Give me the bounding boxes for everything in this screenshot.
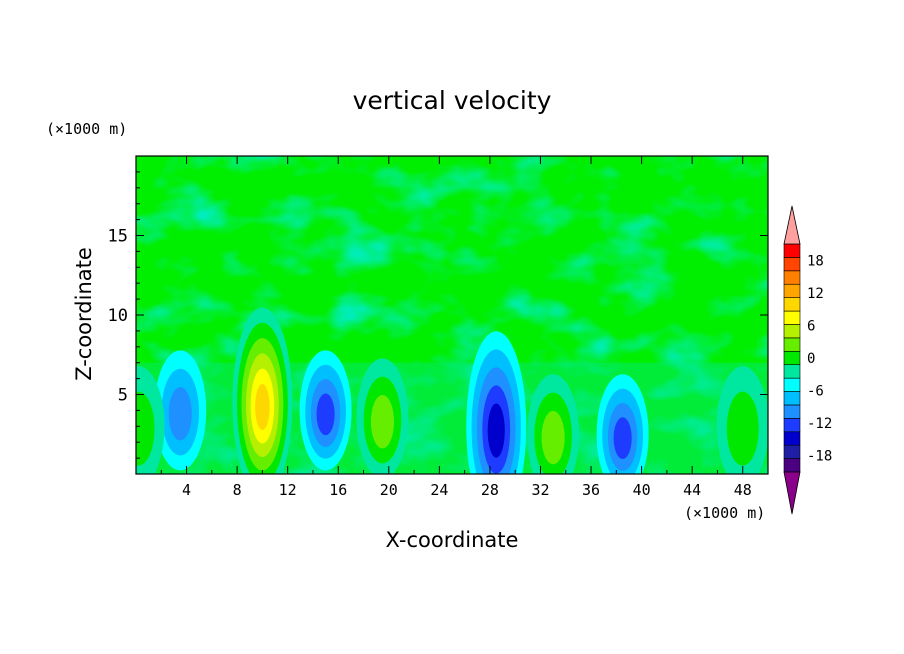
x-tick-label: 24: [430, 481, 448, 499]
x-tick-label: 8: [233, 481, 242, 499]
contour-feature: [136, 366, 165, 474]
colorbar-tick-label: -12: [807, 416, 832, 432]
colorbar-segment: [783, 431, 801, 446]
colorbar-segment: [783, 257, 801, 272]
colorbar-segment: [783, 377, 801, 392]
colorbar-tick-label: -18: [807, 449, 832, 465]
contour-level: [613, 417, 632, 460]
x-tick-label: 4: [182, 481, 191, 499]
contour-feature: [466, 331, 527, 474]
contour-level: [541, 410, 565, 465]
colorbar-arrow-bottom: [783, 471, 801, 515]
colorbar-segment: [783, 350, 801, 366]
x-tick-label: 36: [582, 481, 600, 499]
x-tick-label: 40: [633, 481, 651, 499]
x-axis-label: X-coordinate: [0, 528, 904, 552]
z-unit-label: (×1000 m): [46, 120, 128, 138]
x-tick-label: 28: [481, 481, 499, 499]
colorbar-tick-label: 12: [807, 286, 824, 302]
x-tick-label: 20: [380, 481, 398, 499]
x-tick-label: 12: [279, 481, 297, 499]
y-tick-label: 15: [108, 227, 128, 247]
colorbar-segment: [783, 310, 801, 325]
colorbar-segment: [783, 243, 801, 258]
contour-feature: [154, 350, 207, 471]
contour-feature: [596, 374, 649, 474]
y-tick-label: 5: [118, 386, 128, 406]
contour-feature: [356, 358, 409, 474]
colorbar-segment: [783, 418, 801, 433]
chart-title: vertical velocity: [352, 86, 552, 115]
contour-level: [168, 387, 192, 441]
colorbar-segment: [783, 324, 801, 339]
colorbar-tick-label: 6: [807, 318, 815, 334]
contour-feature: [716, 366, 768, 474]
y-tick-label: 10: [108, 306, 128, 326]
colorbar-segment: [783, 337, 801, 352]
colorbar-tick-label: 18: [807, 253, 824, 269]
colorbar-arrow-top: [783, 205, 801, 245]
colorbar-tick-label: -6: [807, 384, 824, 400]
colorbar-segment: [783, 404, 801, 419]
colorbar-segment: [783, 270, 801, 285]
field-lower-band: [136, 362, 768, 474]
contour-level: [316, 393, 335, 436]
contour-level: [255, 383, 270, 431]
colorbar-segment: [783, 297, 801, 312]
contour-level: [487, 403, 505, 458]
x-unit-label: (×1000 m): [684, 504, 766, 522]
colorbar-segment: [783, 364, 801, 379]
colorbar-segment: [783, 391, 801, 406]
colorbar-tick-label: 0: [807, 351, 815, 367]
x-axis-label-text: X-coordinate: [385, 528, 519, 552]
contour-feature: [299, 350, 352, 471]
colorbar-segment: [783, 283, 801, 298]
contour-feature: [232, 307, 293, 474]
x-tick-label: 48: [734, 481, 752, 499]
colorbar-segment: [783, 444, 801, 459]
x-tick-label: 44: [683, 481, 701, 499]
contour-level: [136, 391, 155, 466]
contour-level: [726, 391, 759, 466]
contour-feature: [527, 374, 580, 474]
x-tick-label: 16: [329, 481, 347, 499]
x-tick-label: 32: [531, 481, 549, 499]
contour-level: [370, 395, 395, 449]
colorbar-segment: [783, 458, 801, 473]
